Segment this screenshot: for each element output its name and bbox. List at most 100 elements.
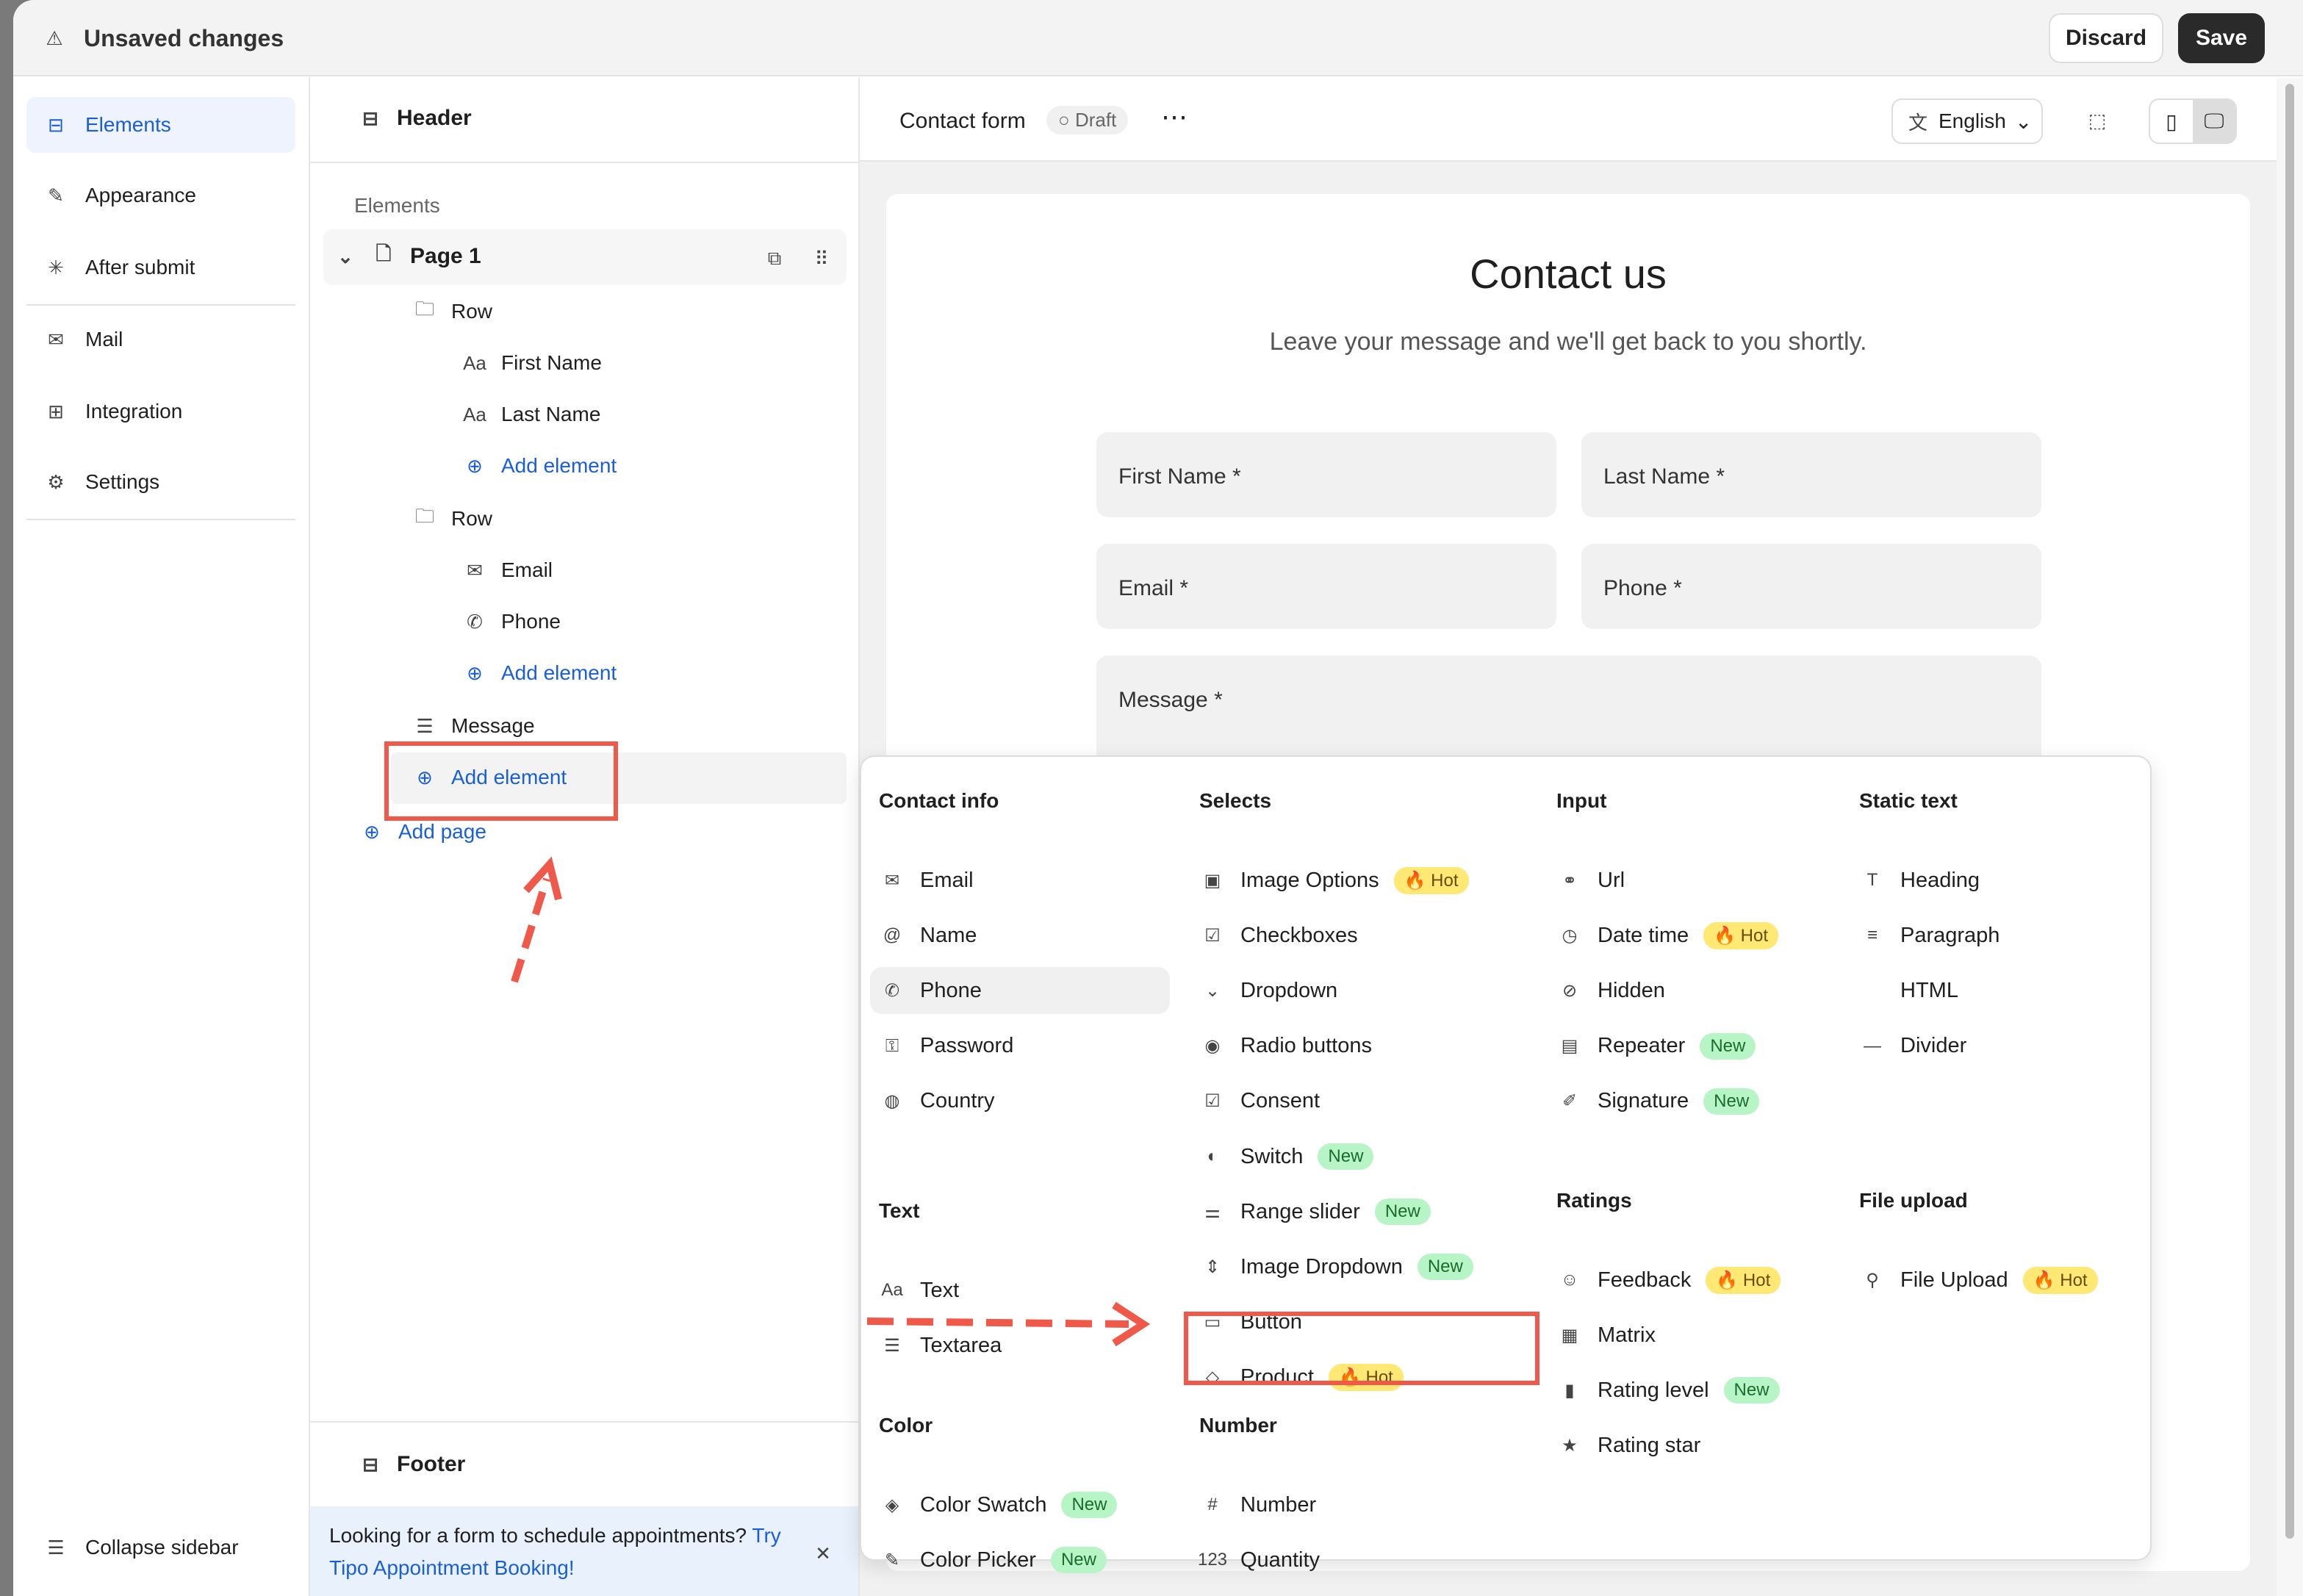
last-name-field[interactable]: Last Name * xyxy=(1581,432,2041,517)
mobile-icon[interactable]: ▯ xyxy=(2166,109,2177,133)
add-page-label: Add page xyxy=(398,820,486,843)
banner-link[interactable]: Try Tipo Appointment Booking! xyxy=(329,1524,781,1579)
menu-item-color-swatch[interactable]: ◈ Color Swatch New xyxy=(879,1481,1118,1528)
mail-icon: ✉ xyxy=(48,328,64,351)
page-row[interactable] xyxy=(323,229,847,285)
menu-item-signature[interactable]: ✐ Signature New xyxy=(1556,1078,1760,1125)
menu-item-label: Image Options xyxy=(1240,868,1379,892)
page-1-item[interactable]: ⌄ 🗋 Page 1 xyxy=(334,242,481,269)
menu-item-dropdown[interactable]: ⌄ Dropdown xyxy=(1199,967,1337,1014)
menu-item-html[interactable]: HTML xyxy=(1859,967,1958,1014)
new-badge: New xyxy=(1417,1254,1473,1281)
save-button[interactable]: Save xyxy=(2178,13,2265,63)
email-field[interactable]: Email * xyxy=(1096,544,1556,629)
plus-circle-icon: ⊕ xyxy=(467,454,483,477)
phone-item[interactable]: ✆ Phone xyxy=(463,610,561,633)
menu-item-hidden[interactable]: ⊘ Hidden xyxy=(1556,967,1665,1014)
folder-icon: 🗀 xyxy=(414,298,434,320)
menu-item-label: Range slider xyxy=(1240,1199,1360,1223)
phone-field[interactable]: Phone * xyxy=(1581,544,2041,629)
sidebar-item-label: Mail xyxy=(85,328,123,351)
first-name-field[interactable]: First Name * xyxy=(1096,432,1556,517)
radio-buttons-icon: ◉ xyxy=(1204,1036,1221,1057)
menu-item-url[interactable]: ⚭ Url xyxy=(1556,857,1625,904)
menu-item-label: HTML xyxy=(1900,978,1958,1002)
quantity-icon: 123 xyxy=(1197,1550,1228,1570)
matrix-icon: ▦ xyxy=(1561,1325,1578,1345)
sidebar-item-settings[interactable]: ⚙ Settings xyxy=(26,454,295,510)
footer-item[interactable]: ⊟ Footer xyxy=(359,1452,465,1477)
add-page-button[interactable]: ⊕ Add page xyxy=(360,820,486,844)
drag-handle-icon[interactable]: ⠿ xyxy=(814,247,829,270)
menu-item-image-dropdown[interactable]: ⇕ Image Dropdown New xyxy=(1199,1243,1473,1290)
textarea-icon: ☰ xyxy=(884,1335,900,1356)
scrollbar[interactable] xyxy=(2277,78,2303,1596)
more-icon[interactable]: ⋯ xyxy=(1161,101,1188,132)
language-select[interactable]: 文 English ⌄ xyxy=(1891,98,2043,144)
menu-item-matrix[interactable]: ▦ Matrix xyxy=(1556,1312,1656,1359)
menu-item-phone[interactable]: ✆ Phone xyxy=(870,967,1170,1015)
add-element-button[interactable]: ⊕ Add element xyxy=(413,766,567,789)
menu-item-repeater[interactable]: ▤ Repeater New xyxy=(1556,1023,1756,1070)
sidebar-item-label: Integration xyxy=(85,400,183,423)
menu-item-number[interactable]: # Number xyxy=(1199,1481,1316,1528)
menu-item-divider[interactable]: — Divider xyxy=(1859,1023,1966,1070)
menu-item-rating-level[interactable]: ▮ Rating level New xyxy=(1556,1367,1780,1414)
menu-item-paragraph[interactable]: ≡ Paragraph xyxy=(1859,912,2000,959)
sidebar-item-integration[interactable]: ⊞ Integration xyxy=(26,384,295,439)
chevron-down-icon[interactable]: ⌄ xyxy=(337,245,353,267)
paragraph-icon: ≡ xyxy=(1867,925,1878,946)
menu-item-label: Radio buttons xyxy=(1240,1034,1372,1058)
divider-icon: — xyxy=(1864,1035,1881,1056)
menu-item-range-slider[interactable]: ⚌ Range slider New xyxy=(1199,1188,1431,1235)
menu-item-quantity[interactable]: 123 Quantity xyxy=(1197,1536,1320,1584)
menu-item-switch[interactable]: ◐ Switch New xyxy=(1199,1133,1374,1180)
menu-item-text[interactable]: Aa Text xyxy=(879,1267,959,1314)
last-name-item[interactable]: Aa Last Name xyxy=(463,403,600,426)
close-icon[interactable]: ✕ xyxy=(815,1542,831,1564)
new-badge: New xyxy=(1723,1377,1780,1404)
menu-item-country[interactable]: ◍ Country xyxy=(879,1078,995,1125)
duplicate-icon[interactable]: ⧉ xyxy=(767,247,782,269)
email-item[interactable]: ✉ Email xyxy=(463,558,553,582)
menu-item-rating-star[interactable]: ★ Rating star xyxy=(1556,1423,1700,1470)
menu-item-feedback[interactable]: ☺ Feedback 🔥 Hot xyxy=(1556,1257,1781,1304)
menu-item-checkboxes[interactable]: ☑ Checkboxes xyxy=(1199,912,1357,959)
row-item[interactable]: 🗀 Row xyxy=(413,298,492,323)
menu-item-name[interactable]: @ Name xyxy=(879,912,977,959)
add-element-button[interactable]: ⊕ Add element xyxy=(463,661,617,685)
sidebar-item-elements[interactable]: ⊟ Elements xyxy=(26,97,295,153)
divider xyxy=(310,162,858,163)
message-item[interactable]: ☰ Message xyxy=(413,714,534,738)
menu-item-image-options[interactable]: ▣ Image Options 🔥 Hot xyxy=(1199,857,1469,904)
menu-item-radio-buttons[interactable]: ◉ Radio buttons xyxy=(1199,1023,1372,1070)
divider xyxy=(26,519,295,520)
menu-item-label: Hidden xyxy=(1598,978,1665,1002)
sidebar-item-mail[interactable]: ✉ Mail xyxy=(26,312,295,367)
status-badge: ○ Draft xyxy=(1046,106,1129,134)
menu-item-file-upload[interactable]: ⚲ File Upload 🔥 Hot xyxy=(1859,1257,2098,1304)
language-value: English xyxy=(1939,109,2006,132)
add-element-button[interactable]: ⊕ Add element xyxy=(463,454,617,478)
select-cursor-icon[interactable]: ⬚ xyxy=(2088,109,2107,132)
menu-item-date-time[interactable]: ◷ Date time 🔥 Hot xyxy=(1556,912,1779,959)
desktop-icon[interactable]: 🖵 xyxy=(2193,100,2235,143)
field-label: Email xyxy=(1118,576,1174,600)
menu-item-heading[interactable]: T Heading xyxy=(1859,857,1980,904)
menu-item-password[interactable]: ⚿ Password xyxy=(879,1023,1013,1070)
switch-icon: ◐ xyxy=(1207,1146,1218,1166)
sidebar-item-appearance[interactable]: ✎ Appearance xyxy=(26,168,295,223)
discard-button[interactable]: Discard xyxy=(2049,13,2163,63)
first-name-item[interactable]: Aa First Name xyxy=(463,351,602,375)
menu-item-textarea[interactable]: ☰ Textarea xyxy=(879,1322,1002,1369)
menu-item-email[interactable]: ✉ Email xyxy=(879,857,974,904)
banner-text: Looking for a form to schedule appointme… xyxy=(329,1524,752,1547)
menu-item-consent[interactable]: ☑ Consent xyxy=(1199,1078,1320,1125)
header-item[interactable]: ⊟ Header xyxy=(359,106,472,131)
collapse-sidebar-button[interactable]: ☰ Collapse sidebar xyxy=(26,1520,295,1575)
text-icon: Aa xyxy=(881,1280,903,1300)
menu-item-color-picker[interactable]: ✎ Color Picker New xyxy=(879,1536,1107,1584)
sidebar-item-after-submit[interactable]: ✳ After submit xyxy=(26,240,295,295)
row-item[interactable]: 🗀 Row xyxy=(413,505,492,531)
